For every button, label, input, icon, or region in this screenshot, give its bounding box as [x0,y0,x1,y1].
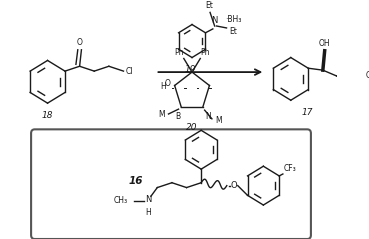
Text: Ph: Ph [175,48,184,57]
Text: Ph: Ph [200,48,210,57]
FancyBboxPatch shape [31,129,311,239]
Text: Cl: Cl [366,71,369,81]
Text: N: N [211,16,218,25]
Text: Cl: Cl [125,67,133,76]
Text: OH: OH [319,39,331,48]
Text: 18: 18 [42,111,53,120]
Text: 17: 17 [301,108,313,117]
Text: Et: Et [205,0,213,10]
Text: M: M [158,110,165,120]
Text: B: B [175,112,180,121]
Text: ·BH₃: ·BH₃ [225,15,242,24]
Text: O: O [77,38,83,47]
Text: Et: Et [229,27,237,36]
Text: 20: 20 [186,123,198,131]
Text: H: H [161,82,166,91]
Text: CF₃: CF₃ [284,164,297,173]
Text: N: N [145,195,151,204]
Text: O: O [231,181,237,190]
Text: 16: 16 [128,176,142,186]
Text: CH₃: CH₃ [114,196,128,205]
Text: H: H [145,208,151,217]
Text: 19: 19 [184,65,196,74]
Text: O: O [164,79,170,88]
Text: N: N [206,112,211,121]
Text: M: M [215,116,222,125]
